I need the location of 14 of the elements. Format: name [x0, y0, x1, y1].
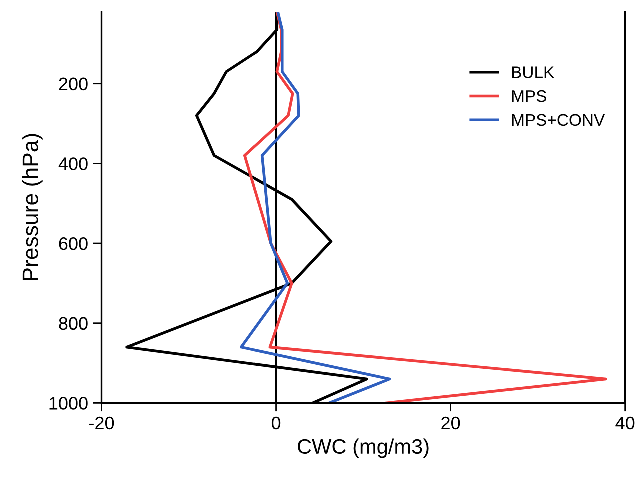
legend-label: MPS: [512, 90, 546, 102]
y-tick-label: 800: [59, 317, 88, 330]
y-tick-label: 200: [59, 78, 88, 91]
x-tick-label: 20: [442, 416, 460, 430]
x-tick-label: 0: [272, 416, 281, 430]
legend-label: MPS+CONV: [512, 114, 606, 126]
x-tick-label: 40: [616, 416, 635, 430]
y-tick-label: 600: [59, 237, 88, 250]
legend-label: BULK: [512, 66, 554, 78]
y-axis-title: Pressure (hPa): [22, 134, 43, 280]
x-axis-title: CWC (mg/m3): [298, 438, 429, 458]
y-tick-label: 400: [58, 158, 88, 170]
y-tick-label: 1000: [50, 397, 88, 410]
x-tick-label: -20: [90, 416, 114, 430]
